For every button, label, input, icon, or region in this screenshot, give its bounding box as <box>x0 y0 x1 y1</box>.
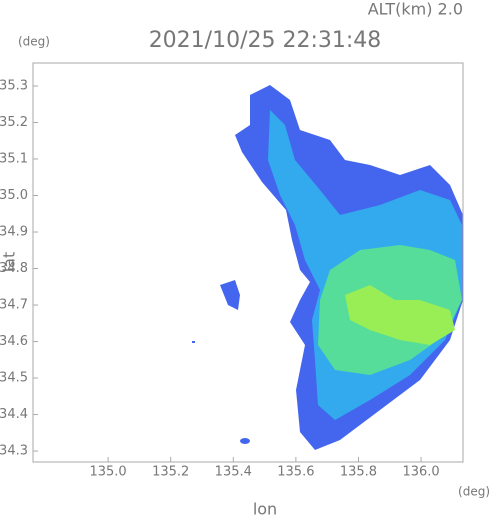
y-tick-label: 34.9 <box>0 225 28 240</box>
y-tick-label: 35.2 <box>0 115 28 130</box>
y-tick-label: 35.0 <box>0 188 28 203</box>
radar-echo <box>192 85 463 450</box>
y-axis-label: lat <box>0 252 19 273</box>
y-tick-label: 34.7 <box>0 298 28 313</box>
y-tick-label: 35.1 <box>0 152 28 167</box>
echo-island <box>220 280 240 310</box>
x-axis-label: lon <box>253 500 277 519</box>
x-tick-label: 135.4 <box>215 465 252 480</box>
y-tick-label: 34.8 <box>0 261 28 276</box>
echo-core <box>345 285 455 345</box>
x-unit: (deg) <box>458 485 490 499</box>
y-tick-label: 34.3 <box>0 444 28 459</box>
x-tick-label: 135.8 <box>340 465 377 480</box>
x-tick-label: 135.2 <box>152 465 189 480</box>
altitude-label: ALT(km) 2.0 <box>368 0 463 19</box>
y-tick-label: 34.5 <box>0 371 28 386</box>
echo-island <box>240 438 250 444</box>
chart-title: 2021/10/25 22:31:48 <box>149 28 382 53</box>
y-tick-label: 35.3 <box>0 78 28 93</box>
x-tick-label: 135.6 <box>277 465 314 480</box>
y-tick-label: 34.6 <box>0 334 28 349</box>
x-tick-label: 135.0 <box>89 465 126 480</box>
plot-frame <box>32 62 464 463</box>
x-tick-label: 136.0 <box>402 465 439 480</box>
y-tick-label: 34.4 <box>0 407 28 422</box>
echo-island <box>192 341 195 343</box>
y-unit: (deg) <box>18 35 50 49</box>
